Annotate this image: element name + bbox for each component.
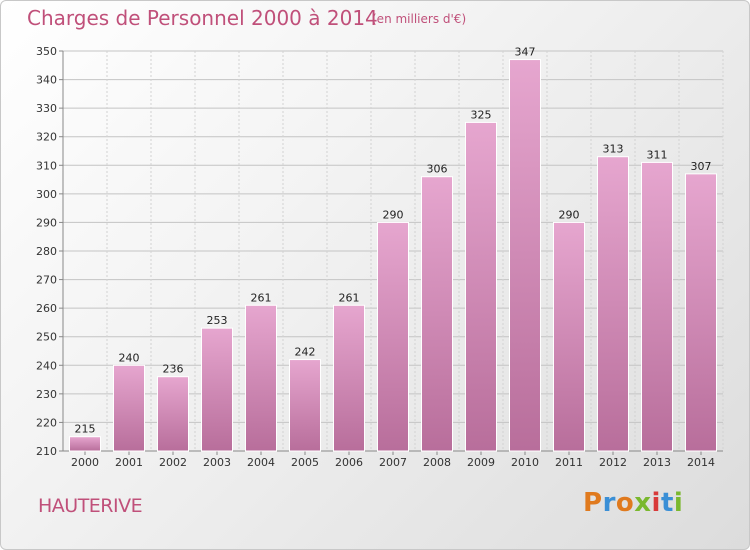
data-label: 236 — [163, 363, 184, 376]
logo-letter: i — [673, 488, 684, 518]
data-label: 261 — [251, 291, 272, 304]
y-tick-label: 310 — [36, 159, 57, 172]
x-tick-label: 2011 — [555, 456, 583, 469]
y-tick-label: 300 — [36, 188, 57, 201]
data-label: 307 — [691, 160, 712, 173]
chart-subtitle: (en milliers d'€) — [372, 12, 467, 26]
bar — [157, 376, 189, 452]
x-tick-label: 2008 — [423, 456, 451, 469]
y-tick-label: 330 — [36, 102, 57, 115]
y-tick-label: 340 — [36, 74, 57, 87]
data-label: 290 — [559, 208, 580, 221]
bar — [201, 327, 233, 452]
commune-name: HAUTERIVE — [38, 495, 143, 517]
x-tick-label: 2006 — [335, 456, 363, 469]
bar — [597, 156, 629, 452]
y-tick-label: 280 — [36, 245, 57, 258]
logo-letter: r — [602, 488, 616, 518]
chart-title: Charges de Personnel 2000 à 2014 — [27, 6, 378, 30]
bars — [69, 59, 717, 452]
data-label: 347 — [515, 46, 536, 59]
proxiti-logo[interactable]: Proxiti — [583, 488, 683, 518]
y-tick-label: 240 — [36, 359, 57, 372]
bar — [333, 304, 365, 452]
bar — [245, 304, 277, 452]
y-tick-label: 290 — [36, 216, 57, 229]
data-label: 306 — [427, 163, 448, 176]
logo-letter: o — [615, 488, 635, 518]
x-tick-label: 2012 — [599, 456, 627, 469]
logo-letter: P — [583, 488, 603, 518]
bar — [509, 59, 541, 452]
labels: 210 220 230 240 250 260 270 280 290 300 310 320 330 3… — [36, 45, 715, 469]
bar — [421, 176, 453, 452]
logo-letter: t — [660, 488, 674, 518]
x-tick-label: 2005 — [291, 456, 319, 469]
bar — [377, 221, 409, 452]
data-label: 242 — [295, 346, 316, 359]
data-label: 313 — [603, 143, 624, 156]
data-label: 290 — [383, 208, 404, 221]
x-tick-label: 2013 — [643, 456, 671, 469]
data-label: 325 — [471, 108, 492, 121]
logo-letter: i — [651, 488, 661, 518]
y-tick-label: 320 — [36, 131, 57, 144]
x-tick-label: 2000 — [71, 456, 99, 469]
data-label: 215 — [75, 423, 96, 436]
y-tick-label: 210 — [36, 445, 57, 458]
data-label: 311 — [647, 148, 668, 161]
y-tick-label: 260 — [36, 302, 57, 315]
y-tick-label: 250 — [36, 331, 57, 344]
bar — [553, 221, 585, 452]
data-label: 261 — [339, 291, 360, 304]
logo-letter: x — [634, 488, 652, 518]
bar — [289, 359, 321, 452]
x-tick-label: 2010 — [511, 456, 539, 469]
data-label: 253 — [207, 314, 228, 327]
x-tick-label: 2001 — [115, 456, 143, 469]
y-tick-label: 350 — [36, 45, 57, 58]
x-tick-label: 2009 — [467, 456, 495, 469]
data-label: 240 — [119, 351, 140, 364]
bar — [69, 436, 101, 452]
bar — [465, 121, 497, 452]
bar — [113, 364, 145, 452]
bar — [685, 173, 717, 452]
x-tick-label: 2003 — [203, 456, 231, 469]
y-tick-label: 230 — [36, 388, 57, 401]
y-tick-label: 220 — [36, 416, 57, 429]
x-tick-label: 2014 — [687, 456, 715, 469]
y-tick-label: 270 — [36, 274, 57, 287]
x-tick-label: 2004 — [247, 456, 275, 469]
x-tick-label: 2007 — [379, 456, 407, 469]
x-tick-label: 2002 — [159, 456, 187, 469]
bar — [641, 161, 673, 452]
